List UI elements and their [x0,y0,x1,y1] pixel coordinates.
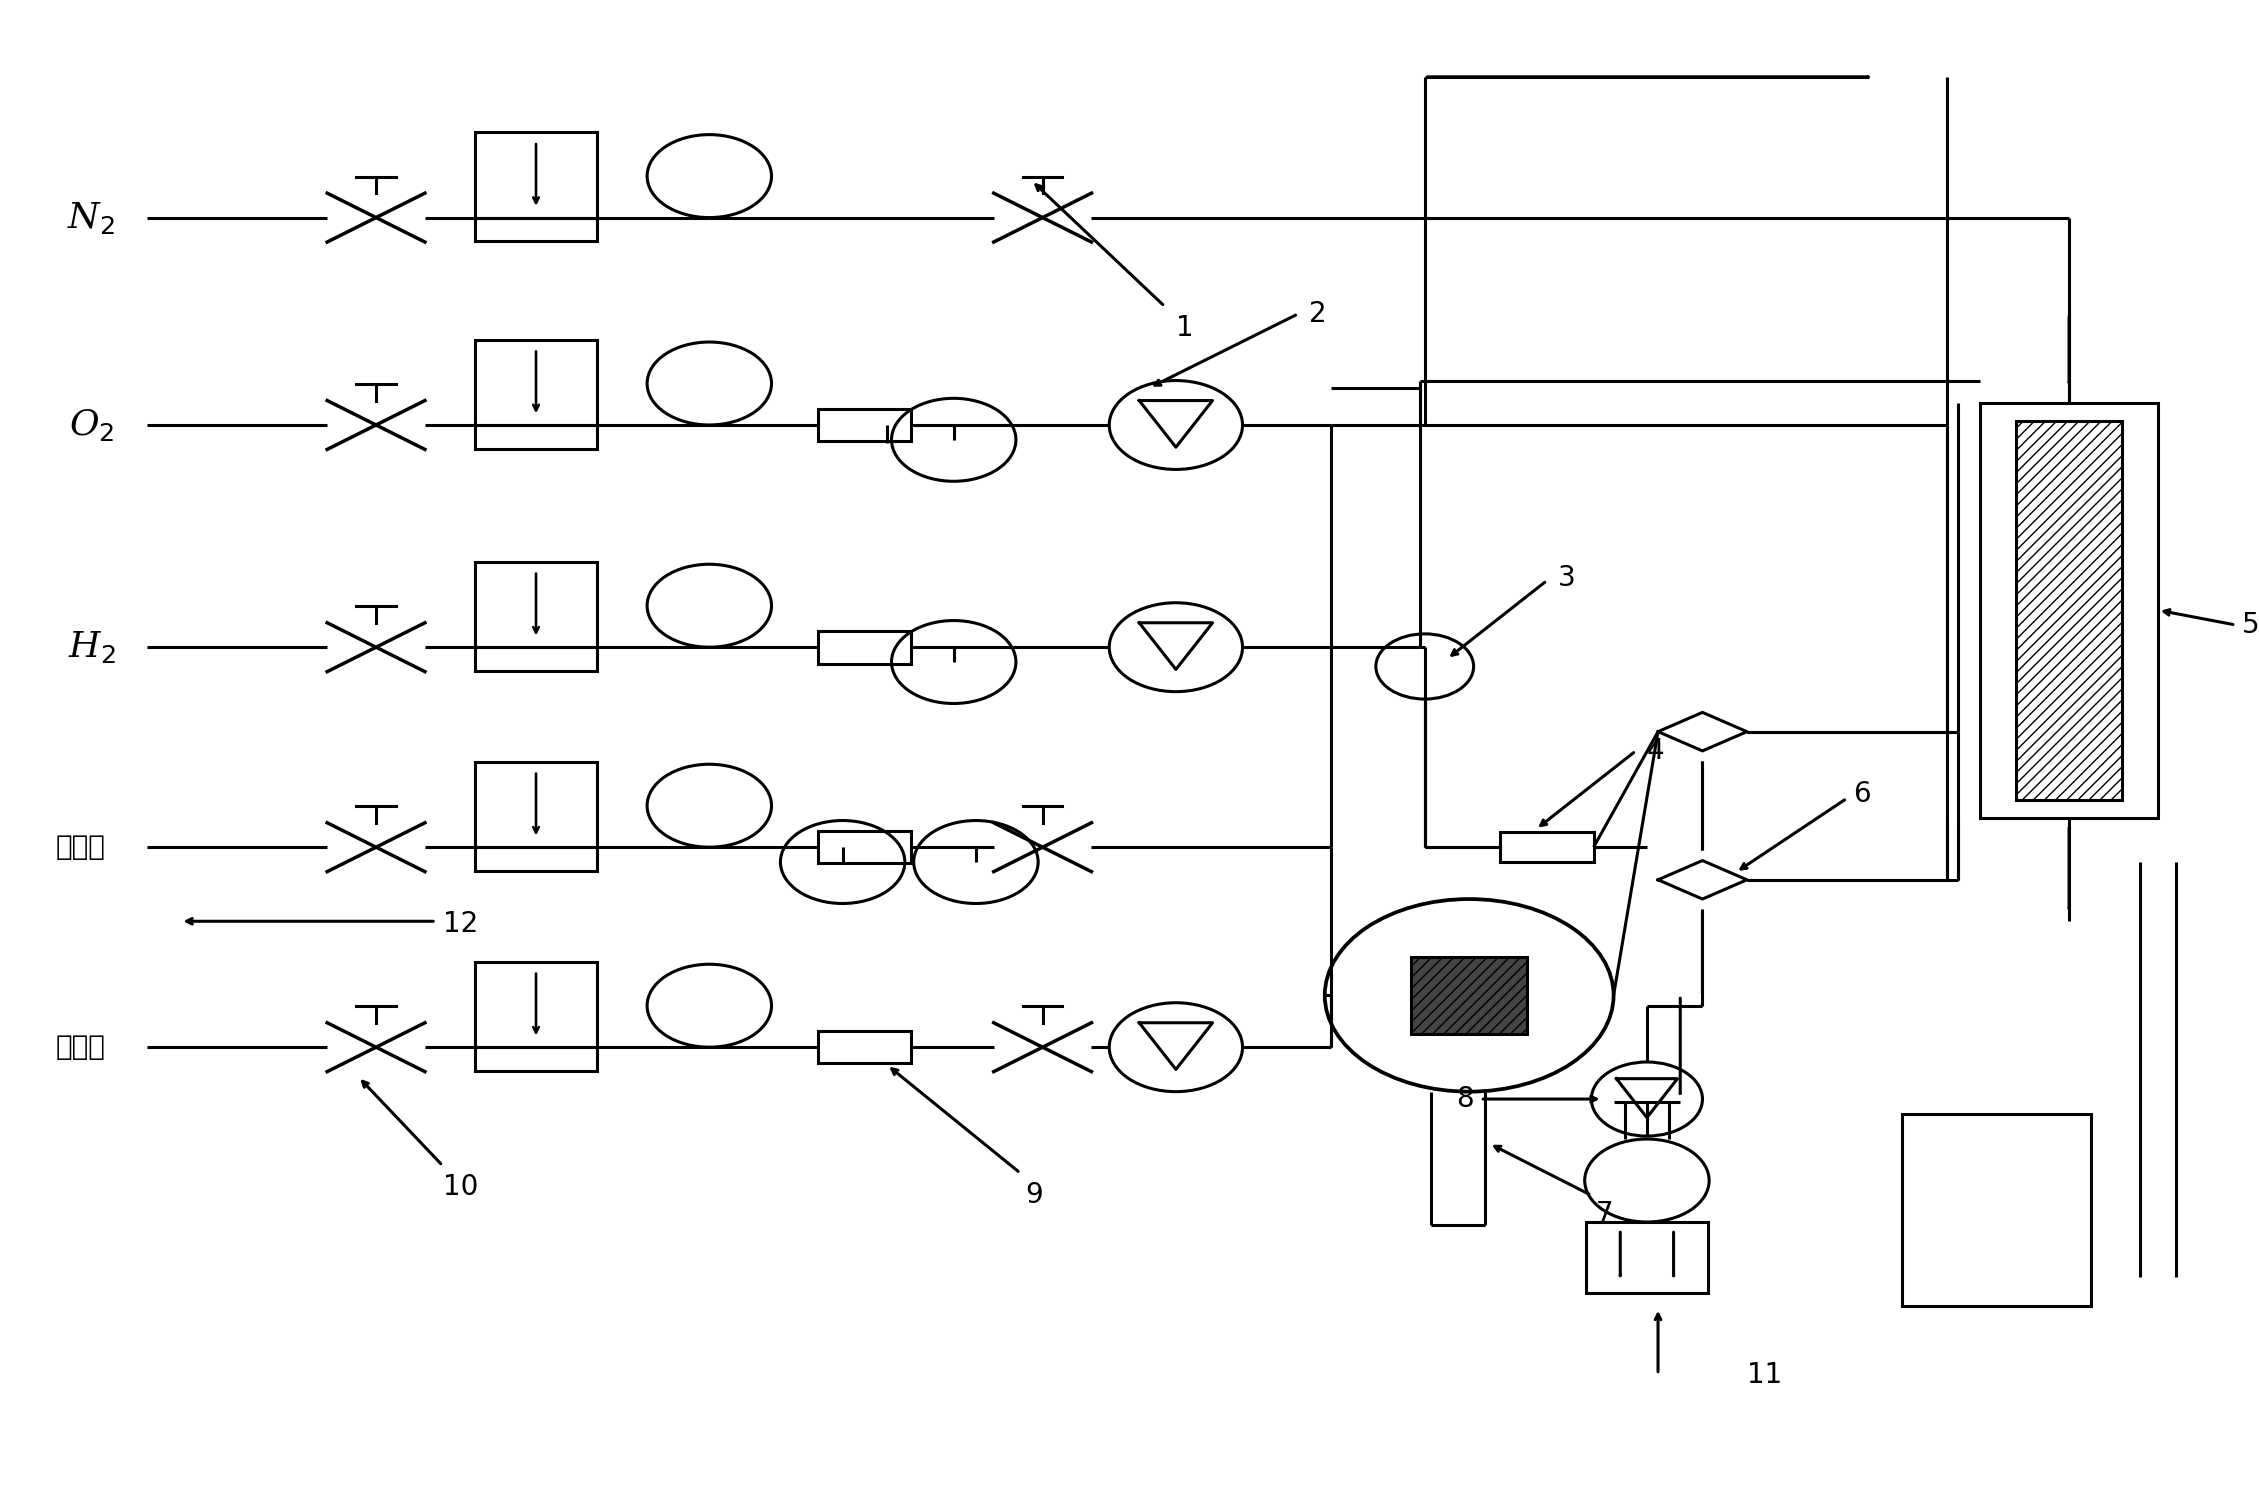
Text: 稀释气: 稀释气 [56,1033,106,1062]
Bar [2015,421,2123,800]
Text: O$_2$: O$_2$ [68,407,115,443]
Bar [818,630,910,663]
Text: 7: 7 [1595,1200,1613,1228]
Bar [818,409,910,442]
Bar [474,761,596,848]
Text: N$_2$: N$_2$ [68,199,115,235]
Text: H$_2$: H$_2$ [68,629,115,665]
Text: 9: 9 [1026,1181,1044,1209]
Text: 11: 11 [1746,1361,1782,1389]
Text: 12: 12 [443,910,479,938]
Bar [1412,956,1527,1033]
Text: 标准气: 标准气 [56,833,106,861]
Text: 10: 10 [443,1173,479,1201]
Bar [474,647,596,671]
Text: 3: 3 [1559,564,1577,592]
Bar [1500,833,1593,862]
Bar [474,425,596,449]
Text: 1: 1 [1177,314,1193,342]
Bar [818,1030,910,1063]
Bar [474,962,596,1047]
Text: 4: 4 [1647,738,1665,764]
Bar [474,848,596,871]
Text: 5: 5 [2243,611,2259,639]
Bar [474,132,596,217]
Bar [1981,403,2157,818]
Text: 8: 8 [1457,1086,1473,1114]
Bar [818,831,910,864]
Bar [1586,1222,1708,1294]
Bar [474,217,596,241]
Bar [1902,1114,2092,1307]
Bar [474,1047,596,1071]
Text: 6: 6 [1855,779,1870,807]
Text: 2: 2 [1310,300,1326,327]
Bar [474,339,596,425]
Bar [474,562,596,647]
